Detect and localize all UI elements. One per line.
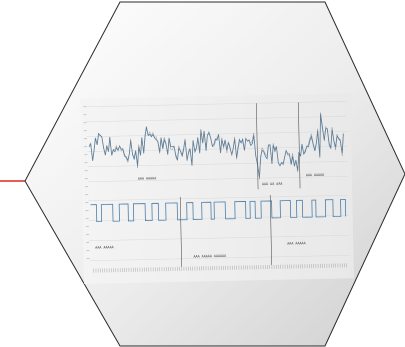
bottom-label-3: AAA AAAAA xyxy=(287,241,305,245)
top-divider-2 xyxy=(297,102,301,189)
x-axis-tick-marks xyxy=(93,263,347,273)
top-divider-1 xyxy=(255,103,259,190)
top-panel-gridlines xyxy=(86,101,348,182)
bottom-label-2: AAA AAAAA AAAAAA xyxy=(193,254,226,259)
top-label-2: AAA AA AAA xyxy=(262,182,283,186)
top-label-1: AAA AAAAA xyxy=(138,176,156,180)
y-axis-tick-marks xyxy=(83,106,90,260)
bottom-panel-series xyxy=(90,198,347,222)
chart-sheet: AAA AAAAA AAA AA AAA AAA AAAAA AAA AAAAA… xyxy=(80,93,354,284)
bottom-label-1: AAA AAAAA xyxy=(95,245,113,249)
top-label-3: AAA AAAAA xyxy=(306,173,324,177)
bottom-divider-1 xyxy=(179,196,183,267)
bottom-panel-gridlines xyxy=(88,195,350,261)
top-panel-series-secondary xyxy=(89,112,344,180)
bottom-divider-2 xyxy=(269,194,272,265)
